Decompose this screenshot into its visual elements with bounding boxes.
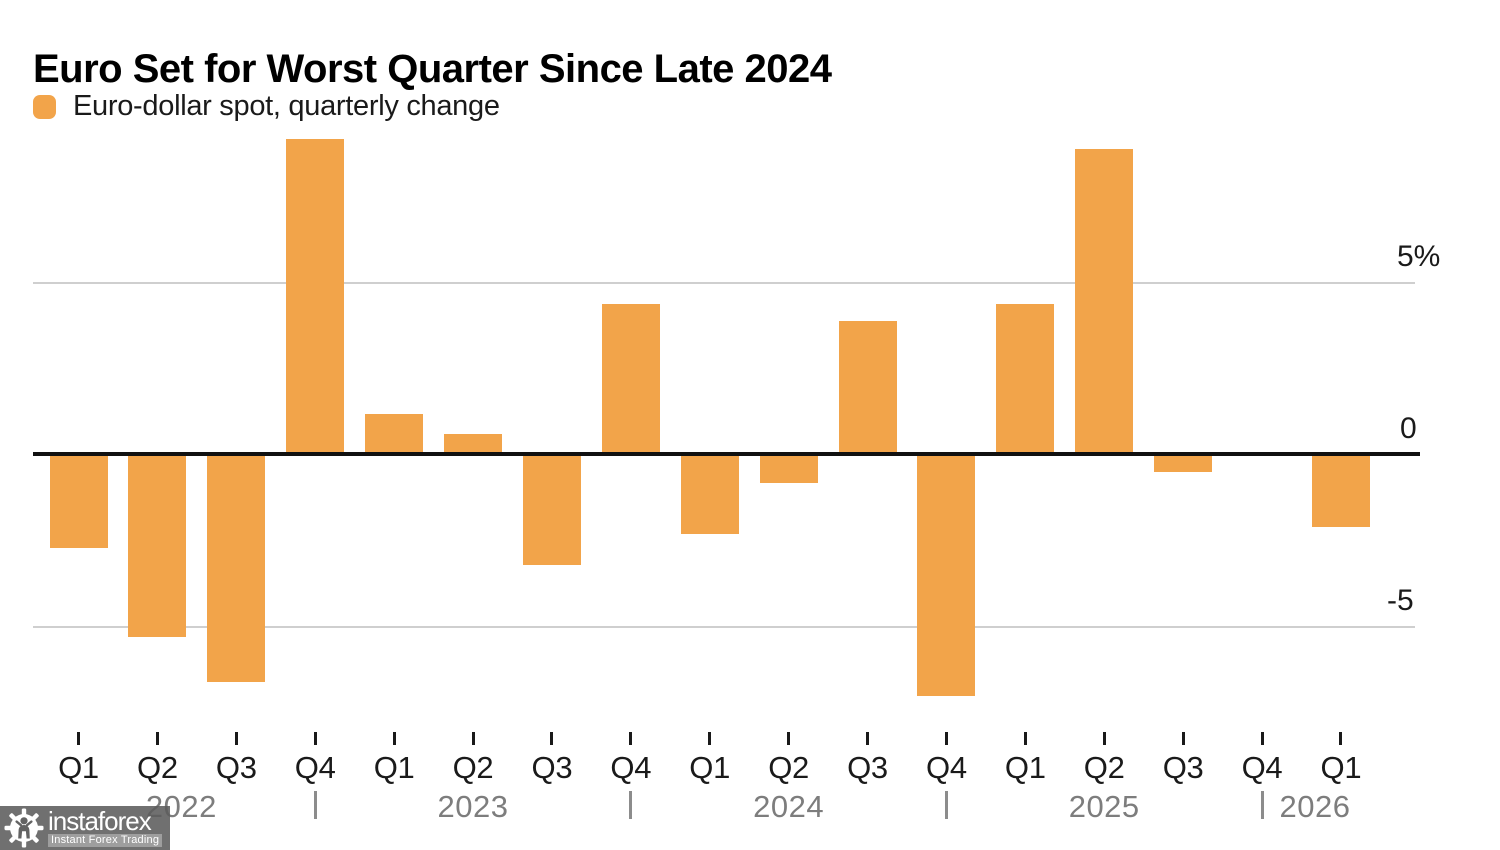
- year-separator: [944, 791, 948, 819]
- x-axis-year-label: 2026: [1279, 789, 1351, 824]
- bar-q4-2023: [601, 303, 660, 455]
- legend: Euro-dollar spot, quarterly change: [33, 90, 500, 123]
- x-axis-tick: [629, 732, 633, 745]
- gridline-5pct: [33, 282, 1415, 284]
- x-axis-tick: [1023, 732, 1027, 745]
- y-axis-label-0: 0: [1400, 412, 1417, 445]
- x-axis-quarter-label: Q3: [215, 750, 257, 785]
- x-axis-quarter-label: Q3: [531, 750, 573, 785]
- bar-q2-2023: [444, 434, 502, 455]
- x-axis-tick: [866, 732, 869, 745]
- x-axis-tick: [1102, 732, 1106, 745]
- x-axis-tick: [234, 732, 238, 745]
- bar-q2-2025: [1075, 148, 1134, 455]
- x-axis-quarter-label: Q1: [1320, 750, 1362, 785]
- x-axis-quarter-label: Q4: [926, 750, 967, 785]
- x-axis-quarter-label: Q1: [373, 750, 415, 785]
- x-axis-quarter-label: Q2: [452, 750, 494, 785]
- bar-q3-2023: [522, 455, 581, 566]
- x-axis-tick: [77, 732, 80, 745]
- x-axis-tick: [944, 732, 948, 745]
- year-separator: [313, 791, 317, 819]
- x-axis-tick: [155, 732, 159, 745]
- x-axis-quarter-label: Q2: [1083, 750, 1125, 785]
- x-axis-quarter-label: Q4: [1241, 750, 1283, 785]
- gridline-neg5pct: [33, 626, 1415, 628]
- x-axis-quarter-label: Q2: [137, 750, 178, 785]
- x-axis-quarter-label: Q3: [847, 750, 888, 785]
- bar-q2-2024: [759, 455, 818, 483]
- chart-title: Euro Set for Worst Quarter Since Late 20…: [33, 46, 832, 91]
- watermark-brand: instaforex: [48, 806, 152, 836]
- x-axis-quarter-label: Q1: [1004, 750, 1046, 785]
- bar-q4-2024: [917, 455, 976, 696]
- year-separator: [629, 791, 633, 819]
- x-axis-quarter-label: Q4: [610, 750, 652, 785]
- x-axis-tick: [1339, 732, 1343, 745]
- bar-q1-2023: [365, 413, 424, 455]
- x-axis-year-label: 2023: [437, 789, 509, 824]
- x-axis-quarter-label: Q3: [1162, 750, 1204, 785]
- x-axis-tick: [1260, 732, 1264, 745]
- watermark-tagline: Instant Forex Trading: [48, 834, 163, 847]
- y-axis-label-neg5: -5: [1387, 584, 1414, 617]
- x-axis-quarter-label: Q1: [689, 750, 731, 785]
- bar-q3-2022: [207, 455, 266, 683]
- x-axis-tick: [313, 732, 317, 745]
- x-axis-tick: [550, 732, 554, 745]
- bar-q1-2025: [996, 303, 1055, 455]
- x-axis-quarter-label: Q4: [294, 750, 336, 785]
- bar-q3-2024: [838, 320, 897, 455]
- x-axis-tick: [471, 732, 475, 745]
- x-axis-tick: [1181, 732, 1185, 745]
- legend-label: Euro-dollar spot, quarterly change: [73, 90, 500, 122]
- bar-q1-2026: [1311, 455, 1370, 528]
- bar-q4-2022: [286, 138, 345, 455]
- zero-baseline: [33, 452, 1420, 456]
- y-axis-label-5pct: 5%: [1397, 240, 1441, 273]
- x-axis-tick: [392, 732, 396, 745]
- bar-q3-2025: [1154, 455, 1213, 473]
- x-axis-tick: [708, 732, 712, 745]
- year-separator: [1260, 791, 1264, 819]
- instaforex-watermark: instaforex Instant Forex Trading: [0, 806, 170, 850]
- x-axis-quarter-label: Q1: [58, 750, 99, 785]
- legend-swatch-icon: [33, 94, 56, 119]
- bar-q1-2024: [680, 455, 739, 535]
- bar-q2-2022: [128, 455, 187, 638]
- gear-person-icon: [4, 808, 44, 848]
- bar-q1-2022: [49, 455, 108, 548]
- x-axis-year-label: 2025: [1068, 789, 1140, 824]
- x-axis-year-label: 2024: [753, 789, 825, 824]
- x-axis-quarter-label: Q2: [768, 750, 809, 785]
- x-axis-tick: [787, 732, 791, 745]
